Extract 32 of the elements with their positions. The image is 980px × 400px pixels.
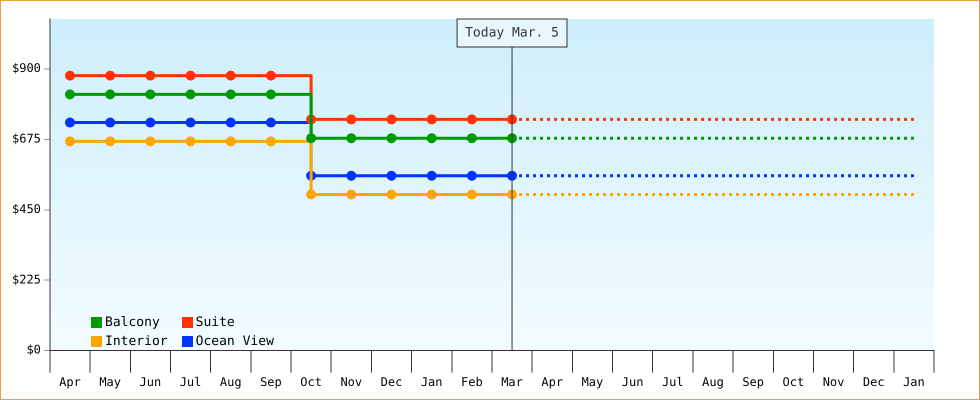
x-tick-label: Mar <box>501 374 523 389</box>
legend-label: Ocean View <box>196 334 274 349</box>
x-tick-label: Sep <box>260 374 282 389</box>
x-tick-label: Oct <box>300 374 322 389</box>
x-tick-label: May <box>99 374 122 389</box>
x-tick-label: Jan <box>420 374 443 389</box>
y-tick-label: $225 <box>12 272 41 286</box>
x-tick-label: Aug <box>220 374 242 389</box>
x-tick-label: Apr <box>59 374 81 389</box>
x-tick-label: Dec <box>380 374 402 389</box>
legend-label: Interior <box>105 334 168 349</box>
x-tick-label: Jul <box>662 374 684 389</box>
x-tick-label: Feb <box>461 374 483 389</box>
x-tick-label: Nov <box>340 374 362 389</box>
legend-label: Suite <box>196 315 235 330</box>
x-tick-label: Jun <box>622 374 644 389</box>
legend-label: Balcony <box>105 315 160 330</box>
x-tick-label: Dec <box>862 374 885 389</box>
x-tick-label: Oct <box>782 374 804 389</box>
y-tick-label: $0 <box>26 342 41 357</box>
x-tick-label: May <box>582 374 604 389</box>
y-tick-label: $900 <box>12 61 41 76</box>
x-tick-label: Nov <box>822 374 844 389</box>
x-tick-label: Apr <box>541 374 564 389</box>
y-tick-label: $675 <box>12 132 41 146</box>
x-tick-label: Jan <box>903 374 925 389</box>
ref-line-label: Today Mar. 5 <box>465 25 560 40</box>
x-tick-label: Jun <box>140 374 162 389</box>
x-tick-label: Aug <box>702 374 724 389</box>
y-tick-label: $450 <box>12 202 41 216</box>
x-tick-label: Jul <box>180 374 202 389</box>
x-tick-label: Sep <box>742 374 764 389</box>
